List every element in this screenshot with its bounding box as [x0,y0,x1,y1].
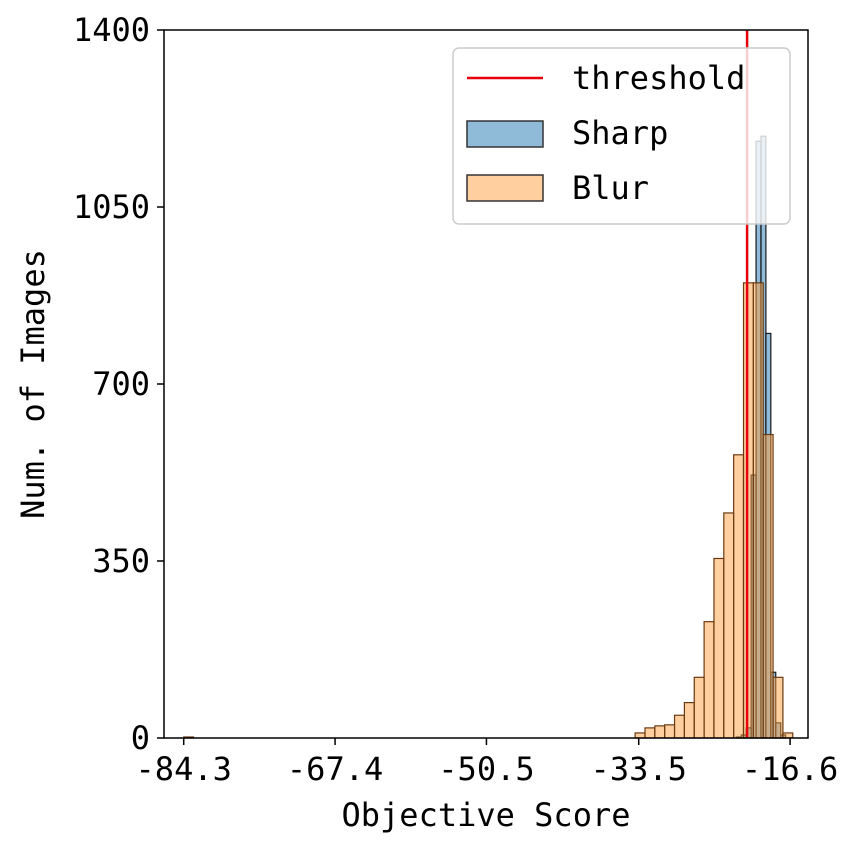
x-axis-label: Objective Score [342,796,631,834]
y-tick-label-2: 700 [92,365,150,403]
legend: threshold Sharp Blur [452,47,791,225]
bar-blur-5 [673,714,685,739]
x-tick-label-1: -67.4 [287,750,383,788]
legend-blur-swatch [466,174,544,202]
bar-blur-6 [683,701,695,739]
bar-blur-7 [693,676,705,739]
bar-blur-1 [634,732,646,739]
x-axis-ticks: -84.3 -67.4 -50.5 -33.5 -16.6 [136,738,838,788]
bar-blur-12 [742,282,754,739]
bar-blur-13 [752,282,764,739]
histogram-bars [183,135,794,739]
bar-blur-10 [723,512,735,739]
legend-sharp-swatch [466,120,544,148]
y-axis-label: Num. of Images [14,249,52,519]
x-tick-label-0: -84.3 [136,750,232,788]
bar-blur-11 [733,454,745,739]
legend-threshold-label: threshold [572,59,745,97]
bar-blur-16 [782,732,794,739]
bar-blur-4 [664,724,676,739]
bar-blur-14 [762,433,774,739]
legend-sharp-label: Sharp [572,114,668,152]
bar-blur-3 [654,725,666,739]
x-tick-label-4: -16.6 [742,750,838,788]
y-axis-ticks: 0 350 700 1050 1400 [73,11,164,757]
bar-blur-2 [644,727,656,739]
y-tick-label-3: 1050 [73,188,150,226]
y-tick-label-1: 350 [92,542,150,580]
bar-blur-9 [713,557,725,739]
y-tick-label-4: 1400 [73,11,150,49]
bar-blur-8 [703,621,715,739]
y-tick-label-0: 0 [131,719,150,757]
legend-blur-label: Blur [572,169,649,207]
x-tick-label-3: -33.5 [591,750,687,788]
bar-blur-15 [772,676,784,739]
x-tick-label-2: -50.5 [438,750,534,788]
